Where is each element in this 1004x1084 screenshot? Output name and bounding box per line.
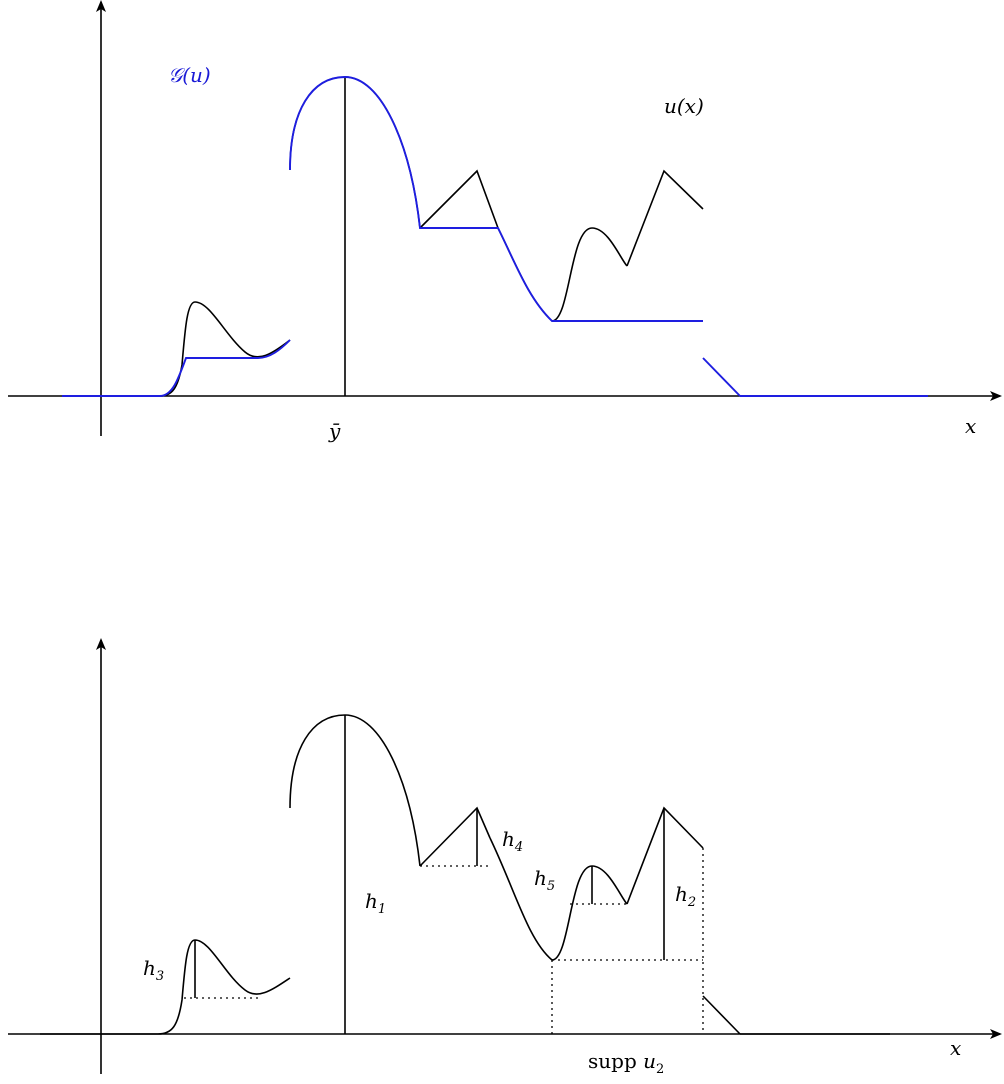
h4-label: h4 — [502, 827, 523, 855]
top-x-label: x — [965, 414, 976, 438]
bottom-u-left-bump — [40, 939, 291, 1035]
top-u-sawtooth — [419, 169, 499, 229]
h3-label: h3 — [143, 956, 164, 984]
ux-label: u(x) — [664, 94, 704, 118]
top-g-envelope-tail — [702, 357, 741, 397]
supp-label: supp u2 — [588, 1049, 664, 1077]
gu-label: 𝒢(u) — [168, 63, 211, 87]
top-u-right-peak — [626, 169, 704, 267]
bottom-x-label: x — [950, 1036, 961, 1060]
h1-label: h1 — [365, 889, 386, 917]
top-u-valley — [497, 227, 553, 322]
bottom-u-right-bump — [551, 865, 628, 961]
h2-label: h2 — [675, 882, 696, 910]
top-figure: 𝒢(u) u(x) ȳ x — [8, 0, 1002, 443]
bottom-u-tail — [702, 995, 741, 1035]
bottom-u-sawtooth — [419, 806, 491, 867]
top-g-envelope-left — [62, 339, 291, 397]
bottom-figure: h1 h2 h3 h4 h5 x supp u2 — [8, 638, 1002, 1077]
bottom-u-main — [289, 714, 421, 867]
top-u-curve-main — [289, 76, 421, 229]
bottom-u-right-peak — [626, 806, 704, 905]
top-g-envelope-main — [289, 76, 703, 322]
h5-label: h5 — [534, 866, 555, 894]
bottom-u-valley — [489, 837, 553, 961]
ybar-label: ȳ — [328, 419, 341, 443]
top-u-right-bump — [551, 227, 628, 322]
top-u-curve-left-bump — [159, 301, 291, 397]
